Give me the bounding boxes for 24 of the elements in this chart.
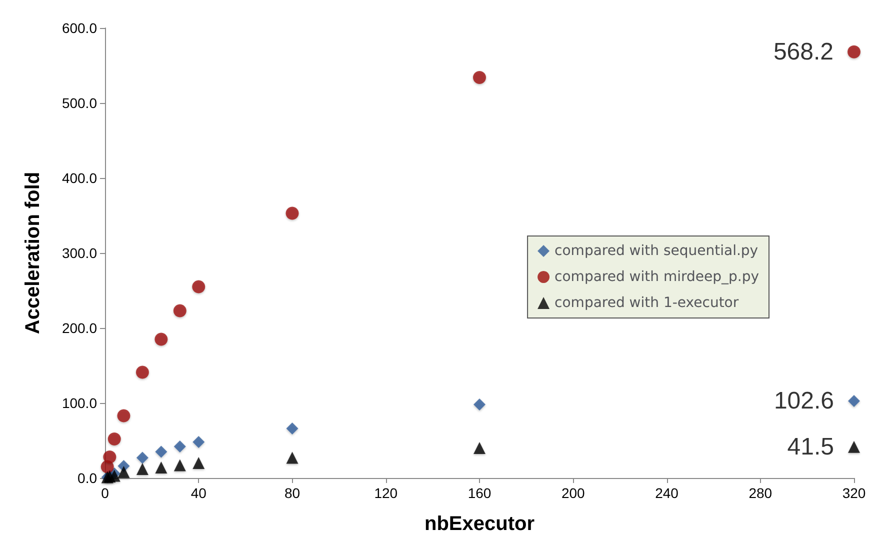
- legend-label: compared with sequential.py: [554, 243, 758, 259]
- y-tick-label: 300.0: [62, 245, 98, 261]
- x-tick-label: 320: [842, 485, 866, 501]
- x-tick-label: 40: [190, 485, 207, 501]
- y-tick-label: 600.0: [62, 20, 98, 36]
- y-axis-title: Acceleration fold: [22, 172, 44, 334]
- x-tick-label: 240: [655, 485, 679, 501]
- x-tick-label: 280: [748, 485, 772, 501]
- y-tick-label: 0.0: [78, 470, 98, 486]
- x-tick-label: 160: [468, 485, 492, 501]
- x-tick-label: 120: [374, 485, 398, 501]
- x-tick-label: 200: [561, 485, 586, 501]
- data-label: 41.5: [787, 433, 834, 460]
- x-axis-title: nbExecutor: [424, 513, 535, 535]
- y-tick-label: 500.0: [62, 95, 98, 111]
- data-label: 568.2: [773, 38, 834, 66]
- x-tick-label: 0: [101, 485, 110, 501]
- y-tick-label: 200.0: [62, 320, 98, 336]
- legend-label: compared with 1-executor: [554, 295, 739, 311]
- y-tick-label: 400.0: [62, 170, 98, 186]
- y-tick-label: 100.0: [62, 395, 98, 411]
- legend-label: compared with mirdeep_p.py: [554, 269, 760, 285]
- x-tick-label: 80: [284, 485, 300, 501]
- data-label: 102.6: [774, 388, 834, 415]
